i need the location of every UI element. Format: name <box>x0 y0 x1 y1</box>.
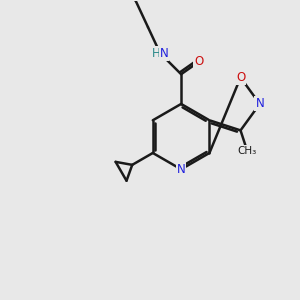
Text: N: N <box>177 163 185 176</box>
Text: N: N <box>160 47 169 60</box>
Text: CH₃: CH₃ <box>238 146 257 156</box>
Text: H: H <box>152 47 161 60</box>
Text: O: O <box>236 71 245 84</box>
Text: N: N <box>255 98 264 110</box>
Text: O: O <box>194 55 204 68</box>
